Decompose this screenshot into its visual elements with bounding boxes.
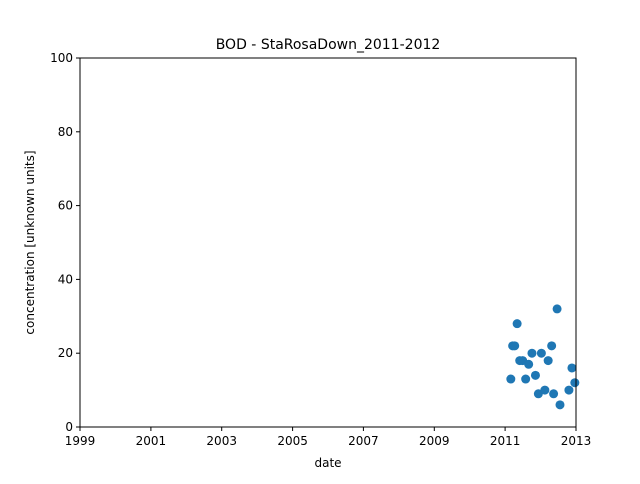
axis-ticks: 1999 2001 2003 2005 2007 2009 2011 2013 0 20 40 60 8… — [50, 51, 591, 448]
data-point — [552, 304, 562, 314]
data-point — [506, 374, 516, 384]
data-point — [540, 385, 550, 395]
data-point — [524, 359, 534, 369]
chart-title: BOD - StaRosaDown_2011-2012 — [216, 37, 441, 53]
data-point — [543, 356, 553, 366]
data-point — [564, 385, 574, 395]
x-tick-label: 2005 — [277, 434, 308, 448]
y-tick-label: 80 — [58, 125, 73, 139]
data-point — [547, 341, 557, 351]
y-tick-label: 40 — [58, 272, 73, 286]
x-tick-label: 1999 — [65, 434, 96, 448]
data-point — [530, 370, 540, 380]
y-tick-label: 20 — [58, 346, 73, 360]
x-tick-label: 2013 — [561, 434, 592, 448]
data-points — [506, 304, 580, 410]
y-tick-label: 100 — [50, 51, 73, 65]
data-point — [512, 319, 522, 329]
data-point — [567, 363, 577, 373]
x-tick-label: 2011 — [490, 434, 521, 448]
data-point — [536, 348, 546, 358]
x-tick-label: 2007 — [348, 434, 379, 448]
plot-frame — [79, 57, 577, 428]
data-point — [527, 348, 537, 358]
y-tick-label: 60 — [58, 199, 73, 213]
data-point — [521, 374, 531, 384]
x-axis-label: date — [314, 456, 341, 470]
data-point — [555, 400, 565, 410]
data-point — [570, 378, 580, 388]
x-tick-label: 2009 — [419, 434, 450, 448]
y-tick-label: 0 — [65, 420, 73, 434]
x-tick-label: 2003 — [206, 434, 237, 448]
x-tick-label: 2001 — [136, 434, 167, 448]
y-axis-label: concentration [unknown units] — [23, 150, 37, 334]
data-point — [510, 341, 520, 351]
data-point — [549, 389, 559, 399]
